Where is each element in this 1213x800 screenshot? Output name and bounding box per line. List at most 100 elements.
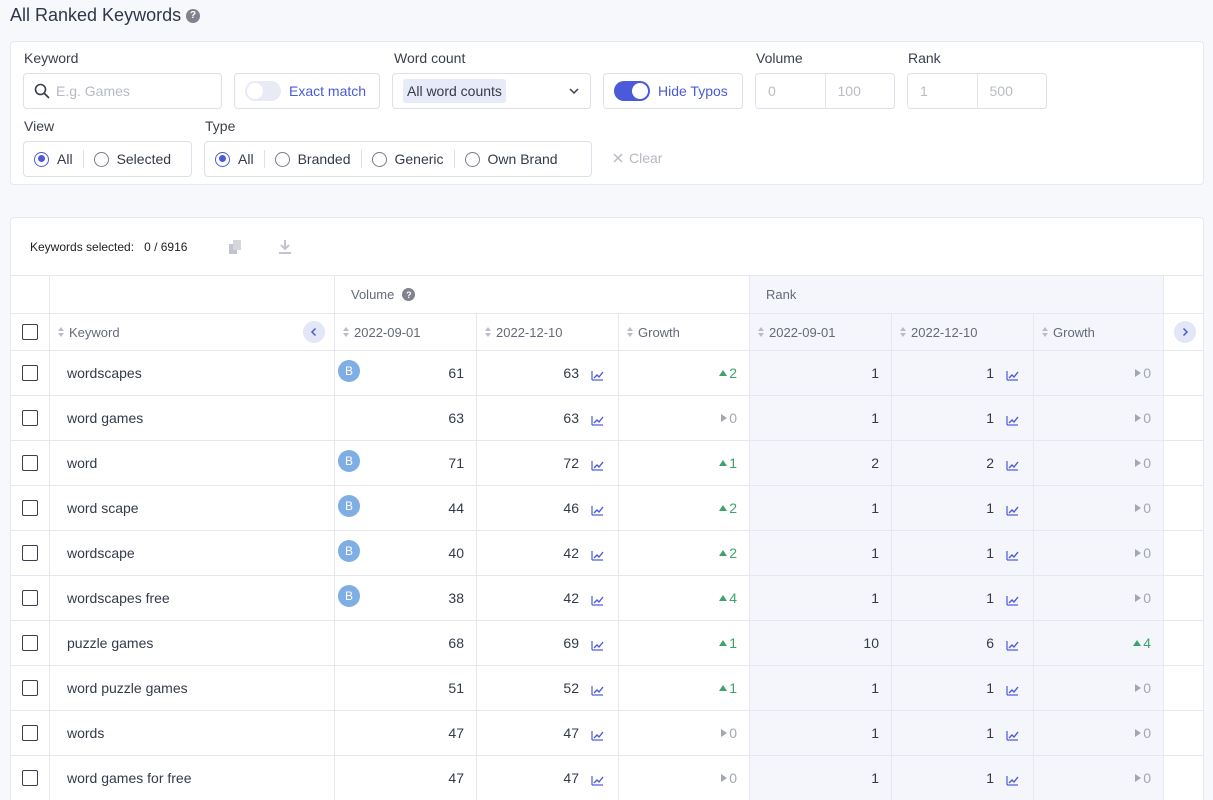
- row-checkbox[interactable]: [22, 680, 38, 696]
- rank-min-input[interactable]: 1: [920, 83, 928, 99]
- exact-match-toggle[interactable]: Exact match: [234, 73, 380, 109]
- view-all-label: All: [57, 151, 73, 167]
- col-volume-date2[interactable]: 2022-12-10: [476, 314, 618, 350]
- col-rank-date1[interactable]: 2022-09-01: [749, 314, 891, 350]
- trend-chart-icon[interactable]: [591, 413, 604, 426]
- rank-date2-cell: 1: [891, 351, 1033, 395]
- volume-value: 42: [563, 545, 579, 561]
- trend-up-icon: [719, 460, 728, 466]
- growth-value: 0: [1143, 770, 1151, 786]
- volume-min-input[interactable]: 0: [768, 83, 776, 99]
- view-all-radio[interactable]: All: [34, 151, 73, 167]
- page-title-wrap: All Ranked Keywords ?: [10, 5, 201, 26]
- type-branded-radio[interactable]: Branded: [274, 151, 351, 167]
- row-checkbox[interactable]: [22, 725, 38, 741]
- table-row[interactable]: puzzle games 68 69 1 10 6 4: [11, 620, 1203, 665]
- volume-date2-cell: 52: [476, 666, 618, 710]
- trend-chart-icon[interactable]: [1006, 728, 1019, 741]
- type-all-radio[interactable]: All: [215, 151, 254, 167]
- growth-value: 0: [1143, 590, 1151, 606]
- rank-max-input[interactable]: 500: [976, 74, 1047, 108]
- rank-value: 1: [871, 725, 879, 741]
- rank-date2-cell: 6: [891, 621, 1033, 665]
- help-icon[interactable]: ?: [186, 8, 201, 23]
- volume-value: 42: [563, 590, 579, 606]
- trend-chart-icon[interactable]: [591, 548, 604, 561]
- hide-typos-switch[interactable]: [614, 81, 650, 101]
- table-row[interactable]: word games 63 63 0 1 1 0: [11, 395, 1203, 440]
- row-checkbox-cell: [11, 621, 49, 665]
- clear-button[interactable]: Clear: [613, 150, 662, 166]
- table-row[interactable]: word games for free 47 47 0 1 1 0: [11, 755, 1203, 800]
- type-own-brand-radio[interactable]: Own Brand: [464, 151, 558, 167]
- table-row[interactable]: wordscapes B 61 63 2 1 1 0: [11, 350, 1203, 395]
- row-checkbox[interactable]: [22, 365, 38, 381]
- exact-match-switch[interactable]: [245, 81, 281, 101]
- col-volume-date1[interactable]: 2022-09-01: [334, 314, 476, 350]
- row-checkbox[interactable]: [22, 545, 38, 561]
- trend-chart-icon[interactable]: [1006, 548, 1019, 561]
- table-row[interactable]: wordscape B 40 42 2 1 1 0: [11, 530, 1203, 575]
- col-rank-growth[interactable]: Growth: [1033, 314, 1163, 350]
- trend-chart-icon[interactable]: [1006, 458, 1019, 471]
- radio-icon: [371, 151, 387, 167]
- keyword-cell: words: [49, 711, 334, 755]
- table-row[interactable]: word B 71 72 1 2 2 0: [11, 440, 1203, 485]
- copy-icon[interactable]: [227, 239, 243, 255]
- rank-value: 1: [986, 590, 994, 606]
- trend-chart-icon[interactable]: [591, 683, 604, 696]
- col-volume-growth[interactable]: Growth: [618, 314, 749, 350]
- growth-value: 2: [729, 545, 737, 561]
- table-row[interactable]: word puzzle games 51 52 1 1 1 0: [11, 665, 1203, 710]
- row-checkbox[interactable]: [22, 590, 38, 606]
- keyword-search-input[interactable]: [56, 83, 206, 99]
- radio-icon: [274, 151, 290, 167]
- table-row[interactable]: wordscapes free B 38 42 4 1 1 0: [11, 575, 1203, 620]
- word-count-select[interactable]: All word counts: [392, 73, 591, 109]
- volume-growth-cell: 1: [618, 441, 749, 485]
- trend-chart-icon[interactable]: [1006, 413, 1019, 426]
- type-generic-radio[interactable]: Generic: [371, 151, 444, 167]
- col-label: Growth: [1053, 324, 1095, 340]
- close-icon: [613, 153, 623, 163]
- table-row[interactable]: words 47 47 0 1 1 0: [11, 710, 1203, 755]
- trend-chart-icon[interactable]: [591, 458, 604, 471]
- select-all-checkbox[interactable]: [22, 324, 38, 340]
- download-icon[interactable]: [277, 239, 293, 255]
- trend-chart-icon[interactable]: [1006, 368, 1019, 381]
- trend-chart-icon[interactable]: [591, 728, 604, 741]
- row-spacer: [1163, 711, 1203, 755]
- chevron-left-icon[interactable]: [303, 321, 325, 343]
- help-icon[interactable]: ?: [402, 288, 416, 301]
- rank-growth-cell: 0: [1033, 666, 1163, 710]
- trend-chart-icon[interactable]: [1006, 773, 1019, 786]
- volume-value: 46: [563, 500, 579, 516]
- row-checkbox[interactable]: [22, 410, 38, 426]
- view-selected-radio[interactable]: Selected: [93, 151, 171, 167]
- row-checkbox[interactable]: [22, 500, 38, 516]
- trend-chart-icon[interactable]: [591, 638, 604, 651]
- volume-date1-cell: 40: [334, 531, 476, 575]
- trend-chart-icon[interactable]: [591, 593, 604, 606]
- trend-chart-icon[interactable]: [591, 368, 604, 381]
- trend-chart-icon[interactable]: [591, 773, 604, 786]
- trend-flat-icon: [1135, 504, 1142, 512]
- header-scroll-cell: [1163, 314, 1203, 350]
- row-checkbox[interactable]: [22, 770, 38, 786]
- rank-date1-cell: 2: [749, 441, 891, 485]
- row-checkbox[interactable]: [22, 635, 38, 651]
- chevron-right-icon[interactable]: [1174, 321, 1196, 343]
- trend-chart-icon[interactable]: [1006, 638, 1019, 651]
- trend-chart-icon[interactable]: [1006, 683, 1019, 696]
- row-checkbox[interactable]: [22, 455, 38, 471]
- volume-max-input[interactable]: 100: [824, 74, 895, 108]
- col-keyword[interactable]: Keyword: [49, 314, 334, 350]
- hide-typos-toggle[interactable]: Hide Typos: [603, 73, 743, 109]
- trend-chart-icon[interactable]: [591, 503, 604, 516]
- trend-chart-icon[interactable]: [1006, 503, 1019, 516]
- growth-value: 0: [1143, 680, 1151, 696]
- col-rank-date2[interactable]: 2022-12-10: [891, 314, 1033, 350]
- table-row[interactable]: word scape B 44 46 2 1 1 0: [11, 485, 1203, 530]
- trend-chart-icon[interactable]: [1006, 593, 1019, 606]
- keyword-search-box[interactable]: [23, 73, 222, 109]
